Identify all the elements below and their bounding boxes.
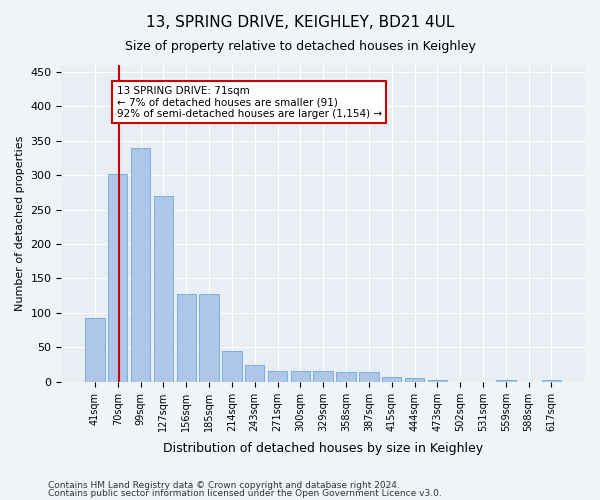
Bar	[85, 318, 104, 382]
Bar	[154, 196, 173, 382]
Text: 13, SPRING DRIVE, KEIGHLEY, BD21 4UL: 13, SPRING DRIVE, KEIGHLEY, BD21 4UL	[146, 15, 454, 30]
Text: Contains HM Land Registry data © Crown copyright and database right 2024.: Contains HM Land Registry data © Crown c…	[48, 481, 400, 490]
Bar	[405, 378, 424, 382]
Bar	[428, 380, 447, 382]
Bar	[359, 372, 379, 382]
Bar	[290, 371, 310, 382]
Text: 13 SPRING DRIVE: 71sqm
← 7% of detached houses are smaller (91)
92% of semi-deta: 13 SPRING DRIVE: 71sqm ← 7% of detached …	[116, 86, 382, 119]
Text: Size of property relative to detached houses in Keighley: Size of property relative to detached ho…	[125, 40, 475, 53]
Bar	[108, 174, 127, 382]
Bar	[382, 377, 401, 382]
X-axis label: Distribution of detached houses by size in Keighley: Distribution of detached houses by size …	[163, 442, 483, 455]
Bar	[176, 294, 196, 382]
Bar	[313, 371, 333, 382]
Bar	[199, 294, 219, 382]
Bar	[496, 380, 515, 382]
Y-axis label: Number of detached properties: Number of detached properties	[15, 136, 25, 311]
Bar	[268, 371, 287, 382]
Bar	[245, 364, 265, 382]
Text: Contains public sector information licensed under the Open Government Licence v3: Contains public sector information licen…	[48, 488, 442, 498]
Bar	[131, 148, 150, 382]
Bar	[542, 380, 561, 382]
Bar	[337, 372, 356, 382]
Bar	[222, 351, 242, 382]
